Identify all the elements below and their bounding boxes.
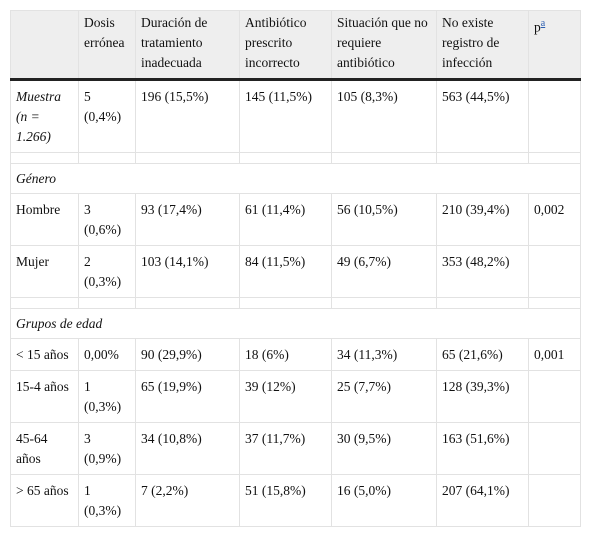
cell: 93 (17,4%)	[135, 193, 240, 246]
data-table: Dosis errónea Duración de tratamiento ina…	[10, 10, 581, 527]
section-label: Género	[10, 163, 581, 194]
row-label: Hombre	[10, 193, 79, 246]
spacer-cell	[135, 297, 240, 309]
row-label: 45-64 años	[10, 422, 79, 475]
header-cell: Situación que no requiere antibiótico	[331, 10, 437, 81]
cell: 84 (11,5%)	[239, 245, 332, 298]
row-label: 15-4 años	[10, 370, 79, 423]
cell: 18 (6%)	[239, 338, 332, 371]
row-label: < 15 años	[10, 338, 79, 371]
data-row: Mujer 2 (0,3%) 103 (14,1%) 84 (11,5%) 49 (6,…	[10, 245, 581, 298]
spacer-cell	[78, 297, 136, 309]
section-label: Grupos de edad	[10, 308, 581, 339]
data-row: < 15 años 0,00% 90 (29,9%) 18 (6%) 34 (11,3%…	[10, 338, 581, 371]
spacer-row	[10, 297, 581, 309]
cell: 196 (15,5%)	[135, 79, 240, 153]
spacer-cell	[528, 152, 581, 164]
data-row: 45-64 años 3 (0,9%) 34 (10,8%) 37 (11,7%) 30…	[10, 422, 581, 475]
empty-cell	[528, 245, 581, 298]
cell: 7 (2,2%)	[135, 474, 240, 527]
cell: 51 (15,8%)	[239, 474, 332, 527]
cell: 39 (12%)	[239, 370, 332, 423]
cell: 105 (8,3%)	[331, 79, 437, 153]
cell: 128 (39,3%)	[436, 370, 529, 423]
cell: 90 (29,9%)	[135, 338, 240, 371]
p-value: 0,001	[528, 338, 581, 371]
header-cell: pa	[528, 10, 581, 81]
cell: 353 (48,2%)	[436, 245, 529, 298]
spacer-cell	[239, 152, 332, 164]
cell: 49 (6,7%)	[331, 245, 437, 298]
cell: 563 (44,5%)	[436, 79, 529, 153]
cell: 56 (10,5%)	[331, 193, 437, 246]
header-cell: No existe registro de infección	[436, 10, 529, 81]
p-value: 0,002	[528, 193, 581, 246]
spacer-cell	[10, 297, 79, 309]
cell: 103 (14,1%)	[135, 245, 240, 298]
cell: 1 (0,3%)	[78, 370, 136, 423]
spacer-cell	[331, 152, 437, 164]
header-cell: Antibiótico prescrito incorrecto	[239, 10, 332, 81]
cell: 65 (21,6%)	[436, 338, 529, 371]
section-row: Grupos de edad	[10, 308, 581, 339]
empty-cell	[528, 370, 581, 423]
cell: 65 (19,9%)	[135, 370, 240, 423]
spacer-cell	[239, 297, 332, 309]
empty-cell	[528, 474, 581, 527]
row-label: Muestra (n = 1.266)	[10, 79, 79, 153]
cell: 2 (0,3%)	[78, 245, 136, 298]
header-cell: Duración de tratamiento inadecuada	[135, 10, 240, 81]
spacer-cell	[528, 297, 581, 309]
header-row: Dosis errónea Duración de tratamiento ina…	[10, 10, 581, 81]
footnote-ref: a	[541, 17, 545, 29]
row-label: > 65 años	[10, 474, 79, 527]
cell: 30 (9,5%)	[331, 422, 437, 475]
data-row: 15-4 años 1 (0,3%) 65 (19,9%) 39 (12%) 25 (7…	[10, 370, 581, 423]
cell: 163 (51,6%)	[436, 422, 529, 475]
cell: 34 (11,3%)	[331, 338, 437, 371]
cell: 34 (10,8%)	[135, 422, 240, 475]
data-row: > 65 años 1 (0,3%) 7 (2,2%) 51 (15,8%) 16 (5…	[10, 474, 581, 527]
cell: 3 (0,6%)	[78, 193, 136, 246]
cell: 1 (0,3%)	[78, 474, 136, 527]
cell: 207 (64,1%)	[436, 474, 529, 527]
spacer-cell	[436, 152, 529, 164]
cell: 0,00%	[78, 338, 136, 371]
header-cell: Dosis errónea	[78, 10, 136, 81]
spacer-cell	[331, 297, 437, 309]
spacer-row	[10, 152, 581, 164]
cell: 37 (11,7%)	[239, 422, 332, 475]
cell: 25 (7,7%)	[331, 370, 437, 423]
cell: 61 (11,4%)	[239, 193, 332, 246]
corner-cell	[10, 10, 79, 81]
data-row: Muestra (n = 1.266) 5 (0,4%) 196 (15,5%) 14…	[10, 79, 581, 153]
empty-cell	[528, 422, 581, 475]
spacer-cell	[436, 297, 529, 309]
cell: 145 (11,5%)	[239, 79, 332, 153]
section-row: Género	[10, 163, 581, 194]
cell: 5 (0,4%)	[78, 79, 136, 153]
cell: 210 (39,4%)	[436, 193, 529, 246]
empty-cell	[528, 79, 581, 153]
footnote-link[interactable]: a	[540, 18, 546, 29]
cell: 16 (5,0%)	[331, 474, 437, 527]
spacer-cell	[135, 152, 240, 164]
spacer-cell	[78, 152, 136, 164]
row-label: Mujer	[10, 245, 79, 298]
data-row: Hombre 3 (0,6%) 93 (17,4%) 61 (11,4%) 56 (10…	[10, 193, 581, 246]
cell: 3 (0,9%)	[78, 422, 136, 475]
spacer-cell	[10, 152, 79, 164]
